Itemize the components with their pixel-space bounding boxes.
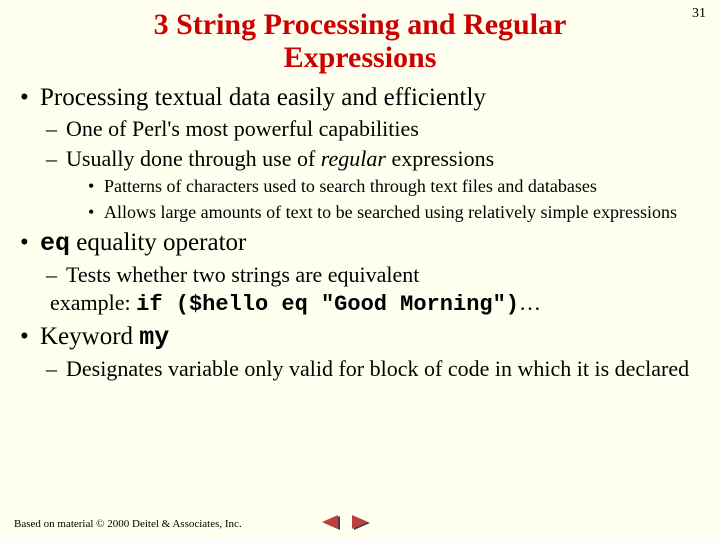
bullet-1: Processing textual data easily and effic… (18, 84, 702, 223)
bullet-3: Keyword my Designates variable only vali… (18, 323, 702, 382)
bullet-list: Processing textual data easily and effic… (18, 84, 702, 382)
my-code: my (139, 323, 169, 352)
ex-code: if ($hello eq "Good Morning") (136, 292, 519, 317)
ex-label: example: (50, 290, 136, 315)
bullet-2-example: example: if ($hello eq "Good Morning")… (40, 290, 702, 317)
bullet-1-sub-2: Usually done through use of regular expr… (40, 146, 702, 223)
bullet-1-text: Processing textual data easily and effic… (40, 84, 486, 111)
bullet-1-sub-1: One of Perl's most powerful capabilities (40, 116, 702, 142)
bullet-1-subsub-2: Allows large amounts of text to be searc… (66, 202, 702, 224)
bullet-2-rest: equality operator (70, 229, 246, 256)
title-line-2: Expressions (284, 41, 437, 74)
bullet-2: eq equality operator Tests whether two s… (18, 229, 702, 317)
eq-code: eq (40, 229, 70, 258)
page-number: 31 (692, 6, 706, 22)
nav-buttons (320, 514, 372, 532)
bullet-3-sub-1: Designates variable only valid for block… (40, 356, 702, 382)
b1s2c: expressions (386, 146, 494, 171)
next-icon[interactable] (350, 514, 372, 532)
b1s2a: Usually done through use of (66, 146, 321, 171)
title-line-1: 3 String Processing and Regular (154, 8, 567, 41)
footer-text: Based on material © 2000 Deitel & Associ… (14, 518, 242, 530)
slide-title: 3 String Processing and Regular Expressi… (58, 8, 662, 74)
bullet-3-lead: Keyword (40, 323, 139, 350)
bullet-1-subsub-1: Patterns of characters used to search th… (66, 176, 702, 198)
bullet-2-sub-1: Tests whether two strings are equivalent (40, 262, 702, 288)
slide: 31 3 String Processing and Regular Expre… (0, 0, 720, 540)
ex-tail: … (519, 290, 541, 315)
b1s2b: regular (321, 146, 386, 171)
prev-icon[interactable] (320, 514, 342, 532)
